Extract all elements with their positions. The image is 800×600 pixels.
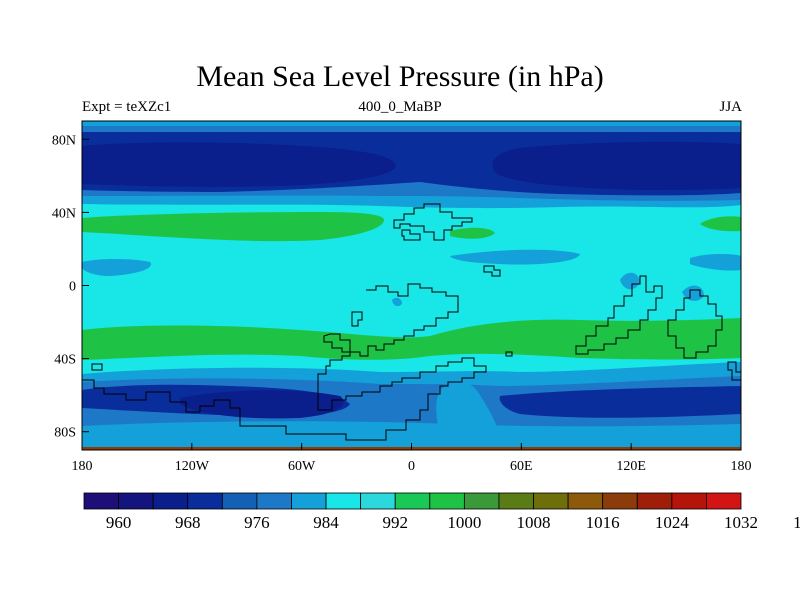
field-north-low-west [82, 142, 396, 187]
field-antarctic-992 [82, 421, 741, 450]
colorbar-swatch [118, 492, 154, 510]
colorbar-label: 1016 [586, 513, 620, 532]
colorbar-swatch [325, 492, 362, 510]
field-blob-australia [682, 285, 704, 301]
colorbar-swatch [602, 492, 638, 510]
field-eq-blob-mid [450, 249, 580, 265]
colorbar-swatch [187, 492, 223, 510]
x-tick-label: 180 [72, 459, 93, 474]
continent-small-block [351, 311, 363, 327]
continent-east-block [575, 275, 663, 355]
period-label: 400_0_MaBP [358, 99, 442, 115]
continent-north [393, 203, 473, 241]
colorbar-swatch [394, 492, 431, 510]
x-tick-label: 0 [408, 459, 415, 474]
field-tongue-30e [436, 381, 505, 450]
x-axis: 180 120W 60W 0 60E 120E 180 [72, 443, 752, 474]
colorbar-label: 1008 [517, 513, 551, 532]
season-label: JJA [719, 99, 742, 115]
colorbar-swatch [291, 492, 327, 510]
field-40n-green-east [700, 216, 741, 232]
colorbar-label: 976 [244, 513, 270, 532]
field-blob-small [392, 297, 402, 307]
colorbar-swatch [256, 492, 292, 510]
colorbar-label: 984 [313, 513, 339, 532]
pressure-field [82, 121, 741, 450]
x-tick-label: 180 [731, 459, 752, 474]
x-tick-label: 120E [616, 459, 646, 474]
field-north-low-east [492, 141, 741, 190]
colorbar-label: 1000 [447, 513, 481, 532]
continent-south-block [323, 333, 351, 353]
colorbar-swatch [498, 492, 534, 510]
y-axis: 80N 40N 0 40S 80S [52, 133, 89, 441]
field-south-low-cell [180, 390, 344, 419]
continent-islet-west [91, 363, 103, 371]
continent-islet [505, 351, 513, 357]
continent-east-edge [727, 361, 741, 381]
colorbar: 960 968 976 984 992 1000 1008 1016 1024 1032 1040 [83, 492, 800, 532]
x-tick-label: 120W [175, 459, 210, 474]
colorbar-label: 992 [382, 513, 408, 532]
colorbar-swatch [636, 492, 673, 510]
field-blob-africa [620, 272, 640, 290]
field-40n-green-mid [450, 227, 495, 239]
colorbar-swatch [463, 492, 500, 510]
colorbar-label: 960 [106, 513, 132, 532]
colorbar-swatch [706, 492, 742, 510]
field-eq-blob-east [690, 254, 741, 271]
colorbar-label: 968 [175, 513, 201, 532]
colorbar-label: 1040 [793, 513, 800, 532]
field-eq-blob-west [82, 259, 151, 276]
continent-north-island [401, 229, 421, 241]
map-title: Mean Sea Level Pressure (in hPa) [196, 60, 604, 93]
y-tick-label: 40S [54, 353, 76, 368]
colorbar-swatch [533, 492, 569, 510]
x-tick-label: 60W [288, 459, 316, 474]
experiment-label: Expt = teXZc1 [82, 99, 172, 115]
colorbar-swatch [567, 492, 604, 510]
y-tick-label: 40N [52, 206, 76, 221]
y-tick-label: 0 [69, 280, 76, 295]
continent-small-island [483, 265, 501, 277]
y-tick-label: 80S [54, 426, 76, 441]
x-tick-label: 60E [510, 459, 533, 474]
colorbar-swatch [360, 492, 396, 510]
colorbar-label: 1024 [655, 513, 690, 532]
colorbar-swatch [152, 492, 189, 510]
y-tick-label: 80N [52, 133, 76, 148]
colorbar-swatch [221, 492, 258, 510]
continent-outlines [82, 203, 741, 441]
colorbar-swatch [671, 492, 707, 510]
field-south-976-east [499, 386, 741, 418]
colorbar-swatch [429, 492, 465, 510]
colorbar-label: 1032 [724, 513, 758, 532]
continent-south-main [82, 283, 487, 441]
colorbar-swatch [83, 492, 119, 510]
continent-east-island [667, 289, 723, 359]
field-40n-green-west [82, 212, 384, 242]
